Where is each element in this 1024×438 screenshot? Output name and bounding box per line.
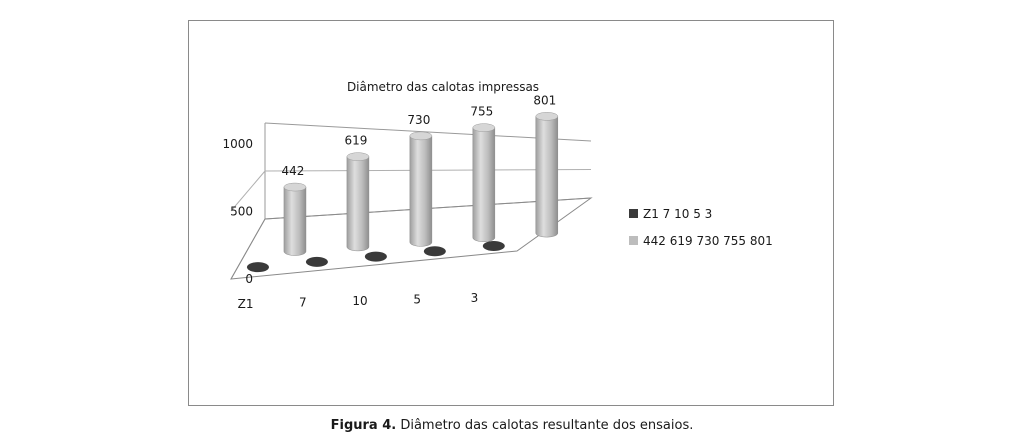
figure-label: Figura 4. bbox=[330, 418, 397, 433]
x-tick-label: 3 bbox=[471, 291, 479, 305]
bar-series2-cylinder bbox=[283, 186, 307, 256]
bar-series2-cap bbox=[283, 182, 307, 192]
legend-entry: Z1 7 10 5 3 bbox=[643, 207, 712, 221]
data-label: 801 bbox=[533, 93, 556, 107]
figure-caption: Figura 4. Diâmetro das calotas resultant… bbox=[0, 418, 1024, 433]
x-tick-label: 5 bbox=[413, 292, 421, 306]
bar-series2-cylinder bbox=[346, 156, 370, 252]
chart-title: Diâmetro das calotas impressas bbox=[347, 80, 539, 94]
x-tick-label: 7 bbox=[299, 296, 307, 310]
bar-series1-disk bbox=[305, 256, 328, 267]
x-tick-label: Z1 bbox=[238, 297, 254, 311]
legend-swatch bbox=[629, 209, 638, 218]
bar-series2-cylinder bbox=[409, 135, 433, 247]
bar-series2-cylinder bbox=[472, 127, 496, 242]
y-tick-label: 1000 bbox=[222, 137, 253, 151]
data-label: 730 bbox=[407, 113, 430, 127]
chart-svg: Diâmetro das calotas impressas 0 500 1000 Z… bbox=[222, 80, 773, 311]
floor bbox=[230, 197, 593, 280]
marks-layer: 442 619 730 755 801 bbox=[246, 93, 559, 273]
gridline-500-side bbox=[230, 170, 266, 212]
x-tick-label: 10 bbox=[352, 294, 367, 308]
legend-swatch bbox=[629, 236, 638, 245]
figure-caption-text: Diâmetro das calotas resultante dos ensa… bbox=[396, 418, 694, 433]
bar-series1-disk bbox=[364, 251, 387, 262]
data-label: 619 bbox=[344, 134, 367, 148]
y-tick-label: 500 bbox=[230, 205, 253, 219]
bar-series1-disk bbox=[482, 240, 505, 251]
y-tick-label: 0 bbox=[245, 272, 253, 286]
bar-series2-cylinder bbox=[535, 116, 559, 238]
bar-series2-cap bbox=[472, 123, 496, 132]
bar-series1-disk bbox=[246, 262, 269, 273]
legend: Z1 7 10 5 3 442 619 730 755 801 bbox=[629, 207, 773, 248]
data-label: 755 bbox=[470, 105, 493, 119]
bar-series2-cap bbox=[409, 131, 433, 141]
bar-series2-cap bbox=[346, 152, 370, 161]
data-label: 442 bbox=[282, 164, 305, 178]
bar-series1-disk bbox=[423, 246, 446, 257]
chart-frame: Diâmetro das calotas impressas 0 500 1000 Z… bbox=[188, 20, 834, 406]
bar-series2-cap bbox=[535, 112, 559, 121]
legend-entry: 442 619 730 755 801 bbox=[643, 234, 773, 248]
